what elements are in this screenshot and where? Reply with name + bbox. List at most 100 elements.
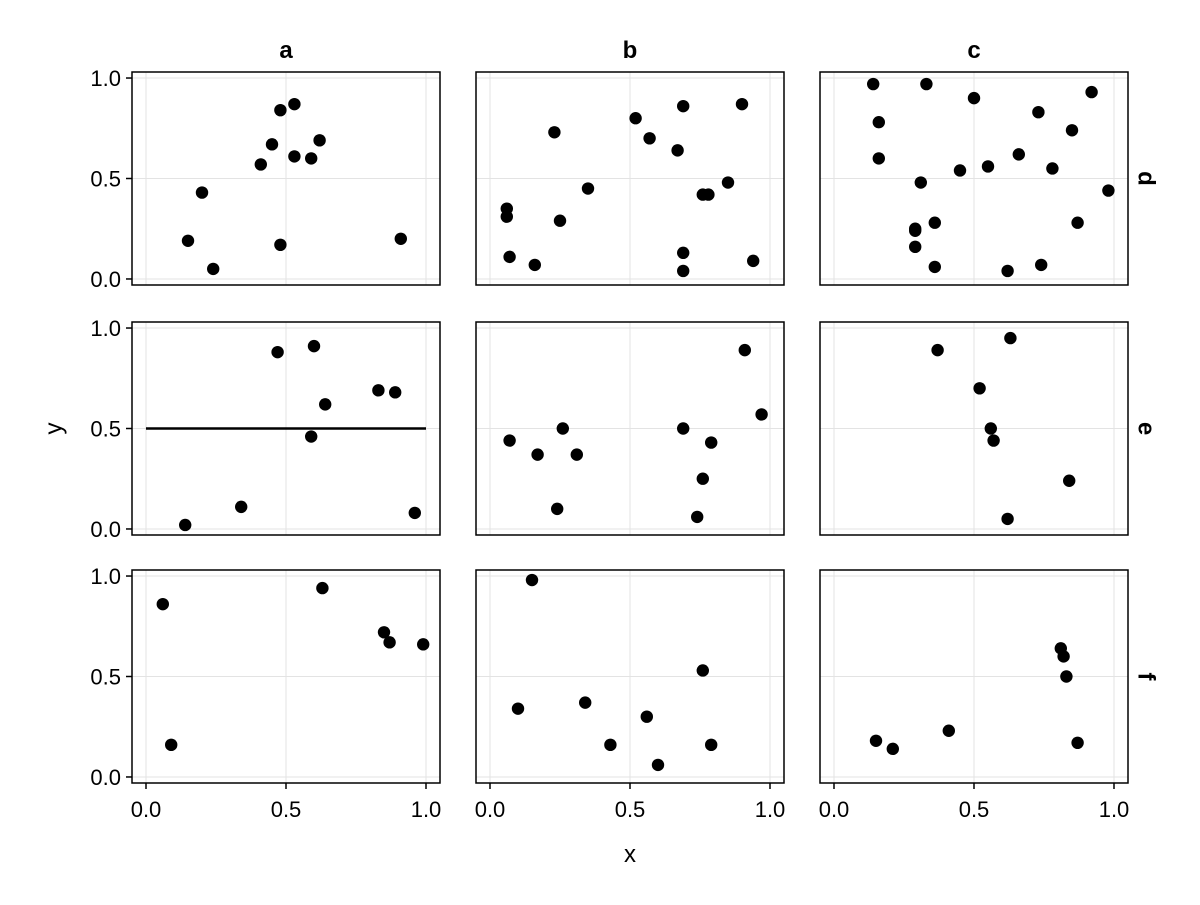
data-point — [677, 246, 690, 260]
data-point — [528, 258, 541, 272]
data-point — [721, 176, 735, 189]
y-tick-label: 0.5 — [90, 417, 121, 442]
data-point — [1035, 258, 1048, 272]
x-tick-label: 1.0 — [755, 797, 786, 822]
data-point — [207, 262, 220, 276]
data-point — [570, 448, 583, 461]
data-point — [274, 103, 287, 117]
x-tick-label: 0.5 — [615, 797, 646, 822]
x-tick-label: 0.5 — [959, 797, 990, 822]
data-point — [643, 132, 656, 145]
data-point — [1004, 331, 1017, 345]
facet-row-label: f — [1133, 673, 1160, 682]
data-point — [1060, 670, 1073, 683]
data-point — [909, 224, 922, 237]
x-tick-label: 0.5 — [271, 797, 302, 822]
data-point — [181, 234, 195, 247]
x-tick-label: 1.0 — [1099, 797, 1130, 822]
y-tick-label: 0.0 — [90, 765, 121, 790]
data-point — [383, 636, 396, 649]
data-point — [319, 398, 332, 411]
y-tick-label: 1.0 — [90, 316, 121, 341]
data-point — [914, 176, 927, 189]
x-tick-label: 0.0 — [131, 797, 162, 822]
facet-column-label: a — [279, 37, 293, 64]
data-point — [179, 518, 192, 532]
data-point — [869, 734, 883, 748]
data-point — [981, 160, 995, 173]
data-point — [531, 448, 544, 461]
data-point — [288, 150, 301, 163]
data-point — [747, 254, 760, 268]
data-point — [931, 343, 944, 357]
facet-row-label: e — [1133, 422, 1160, 435]
data-point — [1085, 85, 1098, 99]
data-point — [872, 152, 885, 165]
data-point — [525, 573, 539, 587]
data-point — [920, 77, 933, 91]
data-point — [389, 386, 402, 399]
panel-frame — [819, 71, 1129, 286]
y-tick-label: 0.0 — [90, 267, 121, 292]
y-tick-label: 0.5 — [90, 167, 121, 192]
data-point — [503, 434, 516, 447]
data-point — [274, 238, 287, 252]
data-point — [394, 232, 407, 245]
data-point — [1046, 162, 1059, 175]
data-point — [735, 97, 749, 111]
data-point — [671, 144, 684, 157]
data-point — [265, 138, 279, 151]
data-point — [503, 250, 516, 264]
facet-column-label: b — [623, 37, 638, 64]
data-point — [909, 240, 922, 254]
data-point — [156, 597, 169, 611]
data-point — [581, 182, 595, 195]
data-point — [271, 345, 284, 359]
data-point — [604, 738, 617, 752]
data-point — [867, 77, 880, 91]
data-point — [313, 134, 326, 147]
data-point — [1032, 105, 1045, 119]
data-point — [738, 343, 751, 357]
data-point — [195, 186, 209, 199]
data-point — [640, 710, 653, 723]
data-point — [553, 214, 567, 227]
data-point — [305, 430, 318, 443]
x-tick-label: 0.0 — [819, 797, 850, 822]
y-axis-title: y — [40, 423, 67, 435]
data-point — [548, 126, 561, 139]
panel-frame — [475, 71, 785, 286]
data-point — [1071, 736, 1084, 750]
facet-column-label: c — [967, 37, 980, 64]
data-point — [288, 97, 301, 111]
data-point — [372, 384, 385, 397]
y-tick-label: 0.5 — [90, 665, 121, 690]
data-point — [165, 738, 178, 752]
data-point — [1057, 650, 1070, 663]
data-point — [556, 422, 569, 435]
data-point — [942, 724, 955, 737]
x-axis-title: x — [624, 841, 636, 868]
data-point — [677, 264, 690, 278]
data-point — [235, 500, 248, 514]
data-point — [316, 581, 329, 595]
data-point — [1063, 474, 1076, 487]
data-point — [651, 758, 665, 772]
data-point — [928, 216, 941, 229]
data-point — [705, 436, 718, 449]
data-point — [1001, 512, 1014, 526]
data-point — [973, 382, 986, 395]
data-point — [254, 158, 267, 171]
data-point — [1065, 124, 1079, 137]
data-point — [886, 742, 899, 756]
data-point — [305, 152, 318, 165]
data-point — [1012, 148, 1025, 161]
panel-frame — [819, 321, 1129, 536]
data-point — [967, 91, 981, 105]
x-tick-label: 1.0 — [411, 797, 442, 822]
data-point — [551, 502, 564, 516]
y-tick-label: 0.0 — [90, 517, 121, 542]
data-point — [408, 506, 421, 520]
